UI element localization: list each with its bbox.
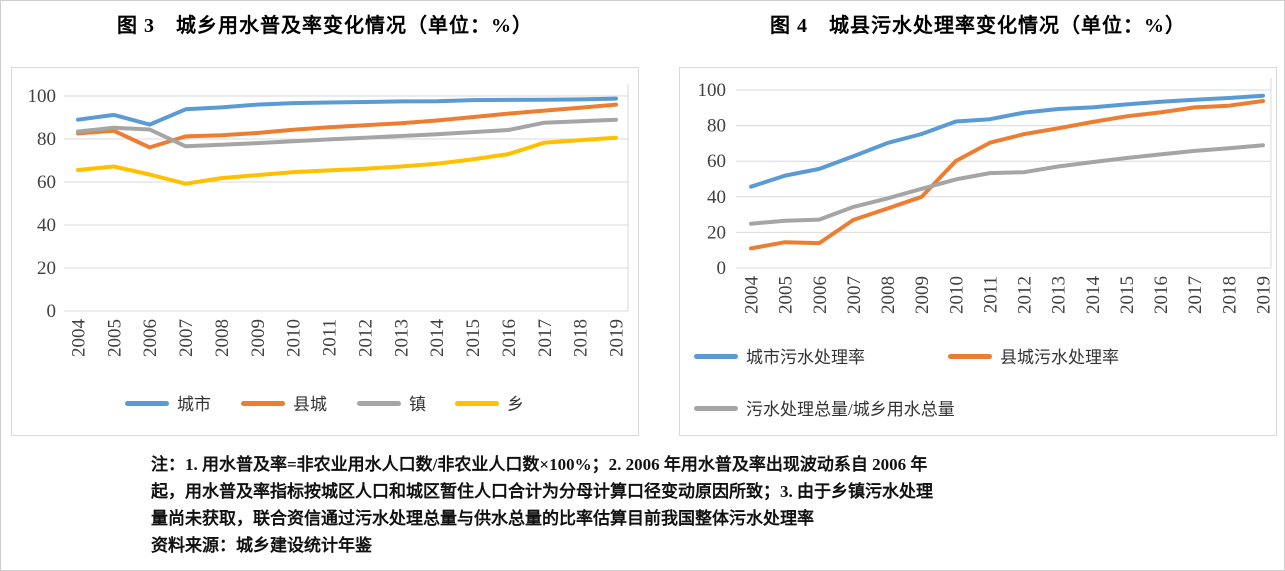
y-tick-label: 80 bbox=[37, 129, 56, 150]
x-tick-label: 2006 bbox=[140, 319, 161, 357]
y-tick-label: 60 bbox=[707, 151, 726, 172]
note-line-3: 量尚未获取，联合资信通过污水处理总量与供水总量的比率估算目前我国整体污水处理率 bbox=[151, 509, 814, 528]
series-line-1 bbox=[76, 102, 618, 150]
y-tick-label: 0 bbox=[717, 258, 727, 279]
legend-swatch bbox=[455, 401, 499, 406]
x-tick-label: 2014 bbox=[1083, 276, 1104, 315]
legend-label: 城市污水处理率 bbox=[746, 348, 865, 367]
x-tick-label: 2012 bbox=[1015, 276, 1036, 314]
x-tick-label: 2005 bbox=[104, 319, 125, 357]
legend-swatch bbox=[694, 354, 738, 359]
x-tick-label: 2009 bbox=[912, 276, 933, 314]
x-tick-label: 2008 bbox=[878, 276, 899, 314]
legend-label: 城市 bbox=[177, 395, 211, 414]
y-tick-label: 20 bbox=[707, 222, 726, 243]
y-tick-label: 0 bbox=[47, 301, 57, 322]
x-tick-label: 2015 bbox=[1117, 276, 1138, 314]
x-tick-label: 2007 bbox=[176, 319, 197, 357]
x-tick-label: 2016 bbox=[1151, 276, 1172, 314]
y-tick-label: 40 bbox=[707, 187, 726, 208]
figure3-title: 图 3 城乡用水普及率变化情况（单位：%） bbox=[117, 15, 533, 37]
legend-item-0: 城市污水处理率 bbox=[694, 348, 865, 367]
series-line-2 bbox=[749, 143, 1265, 226]
note-line-2: 起，用水普及率指标按城区人口和城区暂住人口合计为分母计算口径变动原因所致；3. … bbox=[151, 482, 933, 501]
legend-label: 乡 bbox=[507, 395, 524, 414]
x-tick-label: 2009 bbox=[248, 319, 269, 357]
x-tick-label: 2004 bbox=[69, 319, 90, 358]
legend-item-3: 乡 bbox=[455, 395, 524, 414]
legend-swatch bbox=[357, 401, 401, 406]
legend-swatch bbox=[241, 401, 285, 406]
y-tick-label: 100 bbox=[698, 80, 727, 101]
legend-label: 污水处理总量/城乡用水总量 bbox=[746, 400, 955, 419]
x-tick-label: 2017 bbox=[535, 319, 556, 357]
gridlines bbox=[736, 89, 1271, 269]
y-axis-tick-labels: 0 20 40 60 80 100 bbox=[28, 86, 57, 322]
series-line-0 bbox=[749, 93, 1265, 189]
legend-item-1: 县城污水处理率 bbox=[948, 348, 1119, 367]
x-tick-label: 2011 bbox=[320, 319, 341, 356]
legend-item-1: 县城 bbox=[241, 395, 327, 414]
x-tick-label: 2016 bbox=[499, 319, 520, 357]
figure4-chart-box: 0 20 40 60 80 100 2004 2005 2006 2007 2008 2009 2010… bbox=[679, 67, 1277, 436]
series-line-3 bbox=[76, 135, 618, 186]
legend-swatch bbox=[948, 354, 992, 359]
legend-label: 镇 bbox=[409, 395, 426, 414]
y-tick-label: 40 bbox=[37, 215, 56, 236]
figure4-title: 图 4 城县污水处理率变化情况（单位：%） bbox=[770, 15, 1186, 37]
x-tick-label: 2017 bbox=[1185, 276, 1206, 314]
legend-swatch bbox=[694, 406, 738, 411]
x-tick-label: 2014 bbox=[427, 319, 448, 358]
x-axis-tick-labels: 2004 2005 2006 2007 2008 2009 2010 2011 2012 2013… bbox=[69, 319, 628, 358]
figure3-chart-box: 0 20 40 60 80 100 2004 2005 2006 2007 2008 2009 2010… bbox=[11, 67, 639, 436]
footnotes: 注：1. 用水普及率=非农业用水人口数/非农业人口数×100%；2. 2006 … bbox=[151, 451, 1161, 559]
x-tick-label: 2004 bbox=[742, 276, 763, 315]
figure4-line-chart: 0 20 40 60 80 100 2004 2005 2006 2007 2008 2009 2010… bbox=[694, 78, 1275, 419]
series-line-2 bbox=[76, 117, 618, 149]
legend-label: 县城 bbox=[293, 395, 327, 414]
x-tick-label: 2005 bbox=[776, 276, 797, 314]
x-tick-label: 2010 bbox=[946, 276, 967, 314]
y-tick-label: 60 bbox=[37, 172, 56, 193]
y-tick-label: 20 bbox=[37, 258, 56, 279]
legend-item-2: 污水处理总量/城乡用水总量 bbox=[694, 400, 955, 419]
legend-label: 县城污水处理率 bbox=[1000, 348, 1119, 367]
x-axis-tick-labels: 2004 2005 2006 2007 2008 2009 2010 2011 2012 2013… bbox=[742, 276, 1275, 315]
x-tick-label: 2018 bbox=[1219, 276, 1240, 314]
legend-swatch bbox=[125, 401, 169, 406]
legend-item-0: 城市 bbox=[125, 395, 211, 414]
x-tick-label: 2006 bbox=[810, 276, 831, 314]
legend-item-2: 镇 bbox=[357, 395, 426, 414]
x-tick-label: 2015 bbox=[463, 319, 484, 357]
legend: 城市 县城 镇 乡 bbox=[125, 395, 524, 414]
x-tick-label: 2007 bbox=[844, 276, 865, 314]
y-tick-label: 100 bbox=[28, 86, 57, 107]
x-tick-label: 2019 bbox=[607, 319, 628, 357]
x-tick-label: 2019 bbox=[1254, 276, 1275, 314]
x-tick-label: 2008 bbox=[212, 319, 233, 357]
y-axis-tick-labels: 0 20 40 60 80 100 bbox=[698, 80, 727, 279]
series-line-0 bbox=[76, 96, 618, 127]
series-line-1 bbox=[749, 99, 1265, 251]
y-tick-label: 80 bbox=[707, 116, 726, 137]
note-line-1: 注：1. 用水普及率=非农业用水人口数/非农业人口数×100%；2. 2006 … bbox=[151, 455, 928, 474]
x-tick-label: 2012 bbox=[355, 319, 376, 357]
x-tick-label: 2013 bbox=[1049, 276, 1070, 314]
figure3-line-chart: 0 20 40 60 80 100 2004 2005 2006 2007 2008 2009 2010… bbox=[28, 84, 629, 414]
x-tick-label: 2018 bbox=[571, 319, 592, 357]
x-tick-label: 2010 bbox=[284, 319, 305, 357]
x-tick-label: 2013 bbox=[391, 319, 412, 357]
note-line-4: 资料来源：城乡建设统计年鉴 bbox=[151, 536, 372, 555]
x-tick-label: 2011 bbox=[980, 276, 1001, 313]
